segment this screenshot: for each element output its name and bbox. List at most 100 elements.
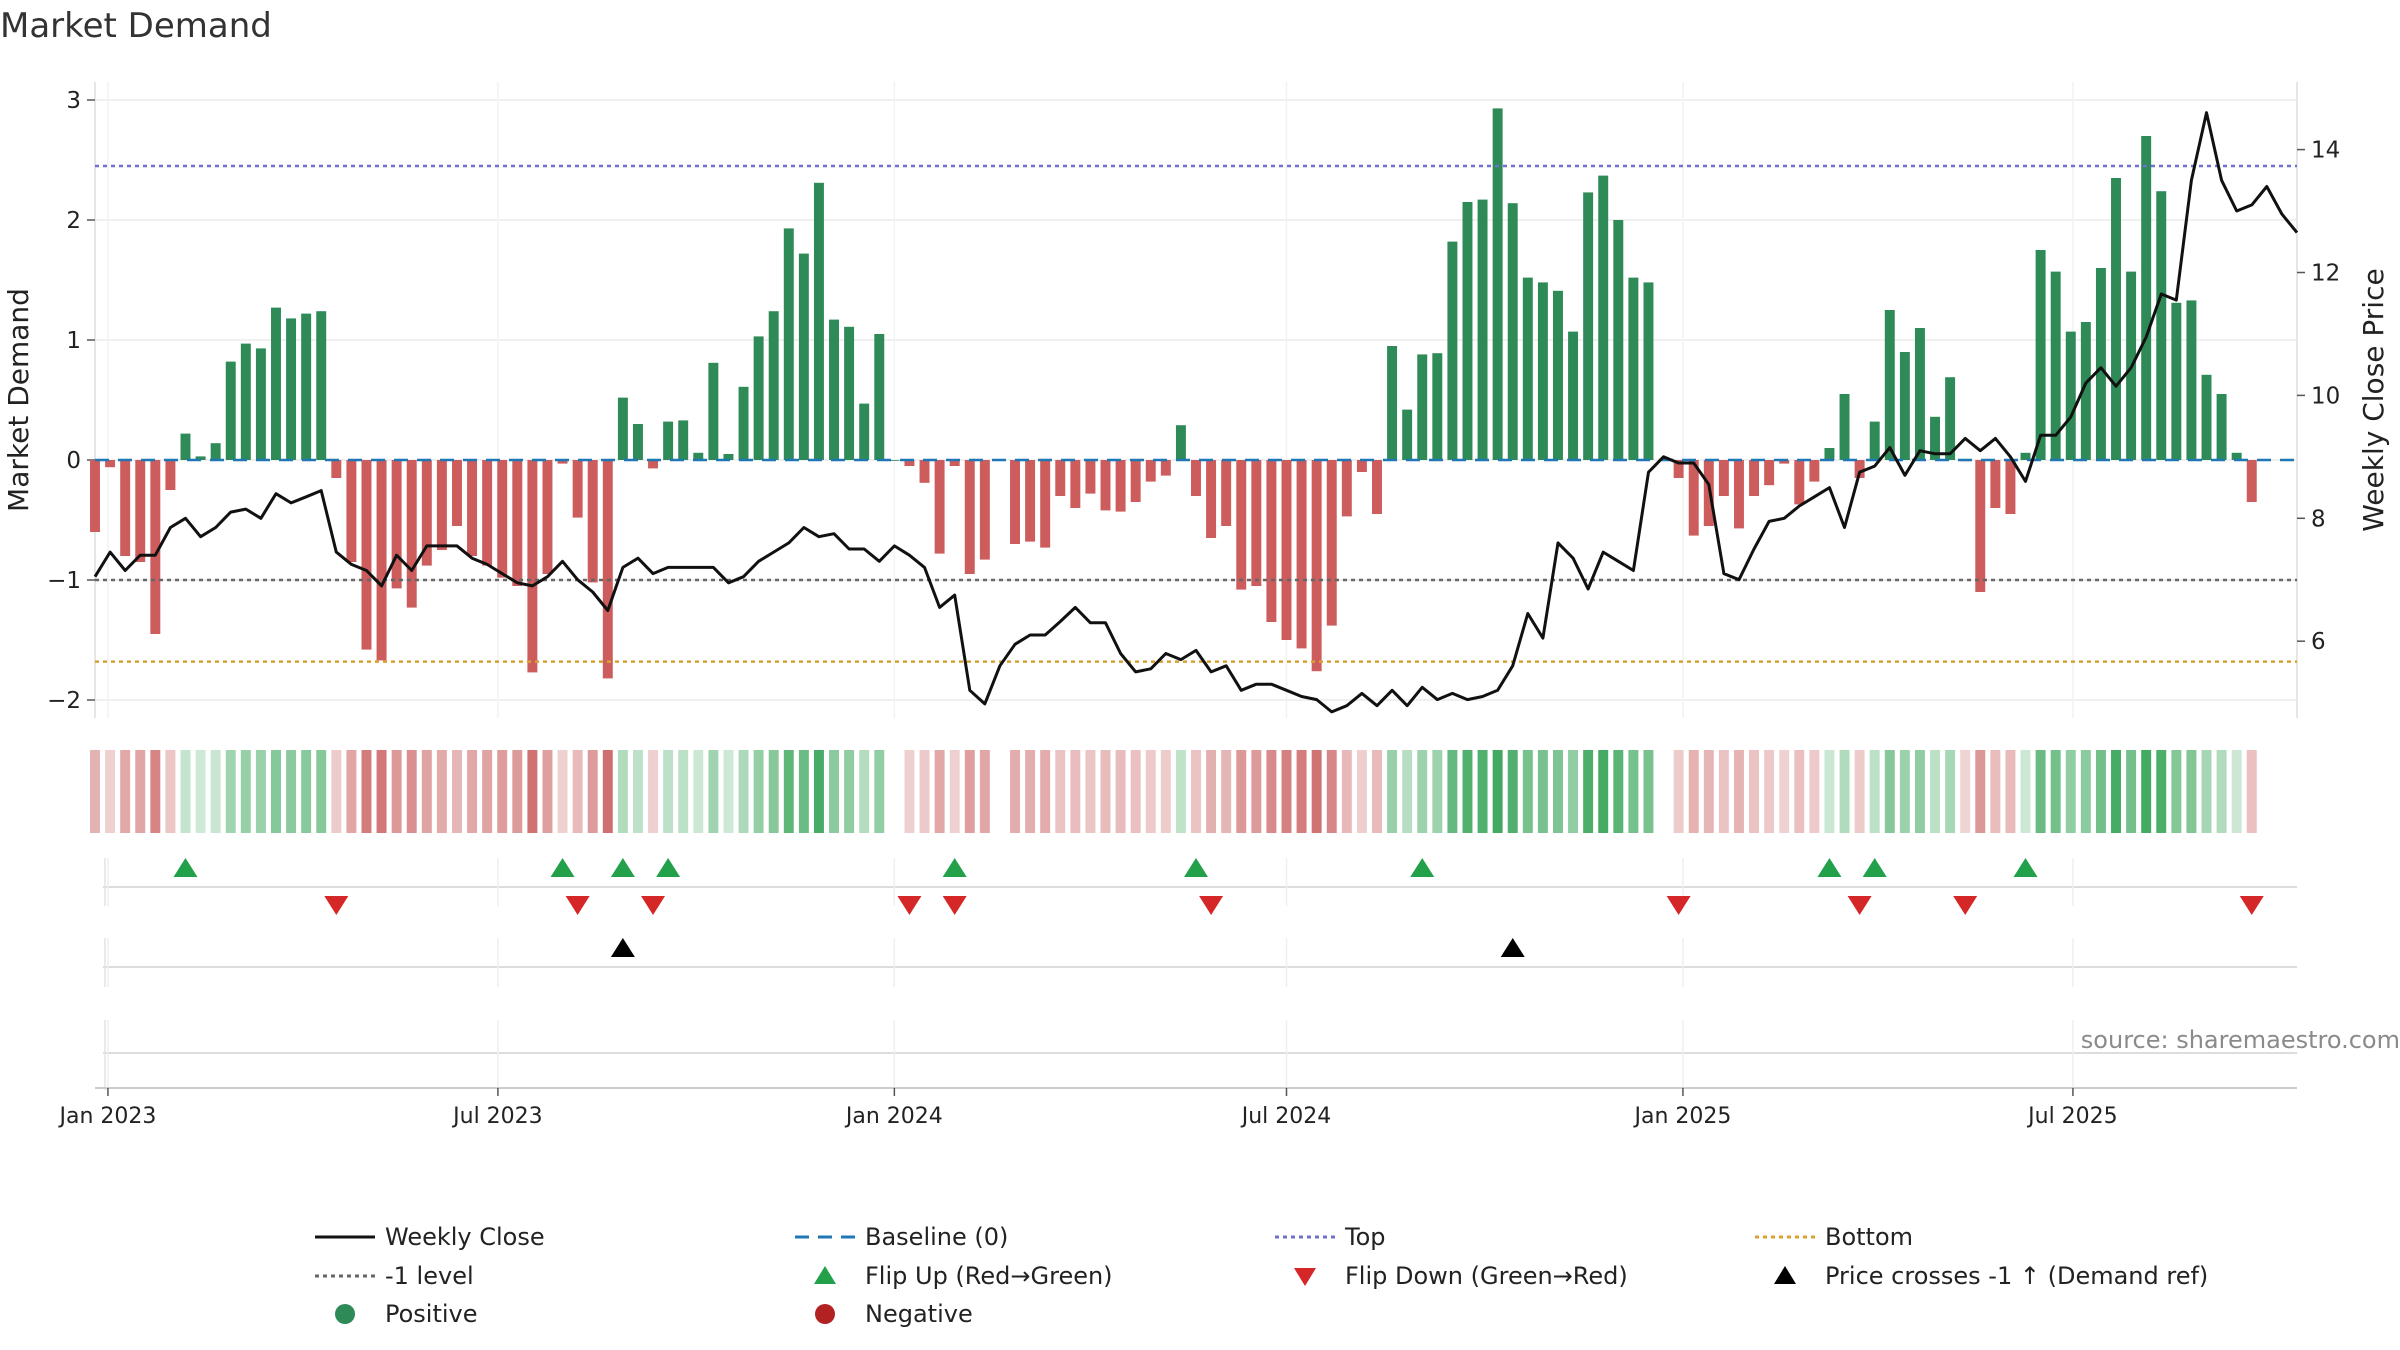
heat-cell-negative bbox=[1341, 750, 1352, 833]
positive-bar bbox=[2020, 452, 2031, 460]
positive-bar bbox=[1387, 346, 1398, 460]
heat-cell-positive bbox=[316, 750, 327, 833]
chart-title: Market Demand bbox=[0, 6, 272, 46]
negative-bar bbox=[150, 460, 161, 634]
y2-tick-label: 8 bbox=[2311, 506, 2326, 532]
positive-bar bbox=[2231, 452, 2242, 460]
legend: Weekly Close Baseline (0) Top Bottom -1 leve… bbox=[315, 1223, 2208, 1328]
heat-cell-positive bbox=[1598, 750, 1609, 833]
negative-bar bbox=[1326, 460, 1337, 626]
heat-cell-negative bbox=[1010, 750, 1020, 833]
positive-bar bbox=[1930, 416, 1941, 460]
positive-bar bbox=[2156, 191, 2167, 460]
heat-cell-negative bbox=[497, 750, 508, 833]
flip-down-marker bbox=[2239, 896, 2264, 915]
y2-tick-label: 14 bbox=[2311, 138, 2340, 164]
flip-down-marker bbox=[1847, 896, 1872, 915]
legend-label: Flip Up (Red→Green) bbox=[865, 1262, 1113, 1290]
heat-cell-negative bbox=[120, 750, 131, 833]
heat-cell-negative bbox=[2005, 750, 2016, 833]
heat-cell-positive bbox=[844, 750, 855, 833]
negative-bar bbox=[1311, 460, 1322, 672]
flip-down-marker bbox=[897, 896, 922, 915]
flip-down-marker bbox=[565, 896, 590, 915]
heat-cell-negative bbox=[150, 750, 161, 833]
legend-swatch-triangle-up bbox=[1774, 1266, 1796, 1284]
positive-bar bbox=[2201, 374, 2212, 460]
negative-bar bbox=[1296, 460, 1307, 649]
heat-cell-positive bbox=[1507, 750, 1518, 833]
heat-cell-negative bbox=[1296, 750, 1307, 833]
flip-down-marker bbox=[942, 896, 967, 915]
positive-bar bbox=[195, 456, 206, 460]
negative-bar bbox=[919, 460, 930, 483]
negative-bar bbox=[391, 460, 402, 589]
heat-cell-negative bbox=[2246, 750, 2257, 833]
negative-bar bbox=[1718, 460, 1729, 496]
heat-cell-negative bbox=[436, 750, 447, 833]
heat-cell-positive bbox=[301, 750, 312, 833]
negative-bar bbox=[512, 460, 523, 586]
positive-bar bbox=[1492, 108, 1503, 461]
heat-cell-negative bbox=[1085, 750, 1096, 833]
negative-bar bbox=[1688, 460, 1699, 536]
heat-cell-negative bbox=[1733, 750, 1744, 833]
legend-label: Negative bbox=[865, 1300, 973, 1328]
heat-cell-negative bbox=[648, 750, 659, 833]
legend-item: Bottom bbox=[1755, 1223, 1913, 1251]
flip-signal-panel bbox=[103, 858, 2297, 915]
positive-bar bbox=[1522, 277, 1533, 460]
negative-bar bbox=[1341, 460, 1352, 517]
negative-bar bbox=[1085, 460, 1096, 494]
heat-cell-negative bbox=[1326, 750, 1337, 833]
y-tick-label: 3 bbox=[66, 88, 81, 114]
legend-swatch-triangle-up bbox=[814, 1266, 836, 1284]
positive-bar bbox=[798, 253, 809, 460]
heat-cell-positive bbox=[1462, 750, 1473, 833]
negative-bar bbox=[602, 460, 613, 679]
negative-bar bbox=[648, 460, 659, 469]
negative-bar bbox=[542, 460, 553, 574]
negative-bar bbox=[135, 460, 146, 562]
heat-cell-negative bbox=[1100, 750, 1111, 833]
positive-bar bbox=[1507, 203, 1518, 460]
negative-bar bbox=[949, 460, 960, 466]
heat-cell-positive bbox=[632, 750, 643, 833]
heat-cell-negative bbox=[587, 750, 598, 833]
negative-bar bbox=[346, 460, 357, 562]
negative-bar bbox=[1206, 460, 1217, 538]
positive-bar bbox=[723, 454, 734, 460]
heat-cell-positive bbox=[723, 750, 734, 833]
heat-cell-positive bbox=[617, 750, 628, 833]
negative-bar bbox=[1794, 460, 1805, 505]
flip-up-marker bbox=[610, 858, 635, 877]
heat-cell-negative bbox=[346, 750, 357, 833]
heat-cell-negative bbox=[1975, 750, 1986, 833]
heat-cell-positive bbox=[2065, 750, 2076, 833]
negative-bar bbox=[421, 460, 432, 566]
heat-cell-negative bbox=[602, 750, 613, 833]
positive-bar bbox=[2095, 268, 2106, 460]
heat-cell-negative bbox=[1236, 750, 1247, 833]
y-axis-label: Market Demand bbox=[2, 288, 35, 512]
heat-cell-positive bbox=[2095, 750, 2106, 833]
heat-cell-negative bbox=[165, 750, 176, 833]
y-tick-label: −1 bbox=[47, 568, 81, 594]
positive-bar bbox=[210, 443, 221, 460]
positive-bar bbox=[1643, 282, 1654, 460]
heat-cell-positive bbox=[286, 750, 297, 833]
negative-bar bbox=[1040, 460, 1051, 548]
heat-cell-negative bbox=[451, 750, 462, 833]
negative-bar bbox=[376, 460, 387, 661]
x-tick-label: Jan 2025 bbox=[1632, 1104, 1731, 1129]
heat-cell-positive bbox=[1824, 750, 1835, 833]
positive-bar bbox=[2141, 136, 2152, 460]
heat-cell-negative bbox=[1960, 750, 1971, 833]
positive-bar bbox=[255, 348, 266, 460]
heat-cell-positive bbox=[2201, 750, 2212, 833]
negative-bar bbox=[979, 460, 990, 560]
negative-bar bbox=[1749, 460, 1760, 496]
price-cross-marker bbox=[610, 938, 635, 957]
heat-cell-negative bbox=[527, 750, 538, 833]
